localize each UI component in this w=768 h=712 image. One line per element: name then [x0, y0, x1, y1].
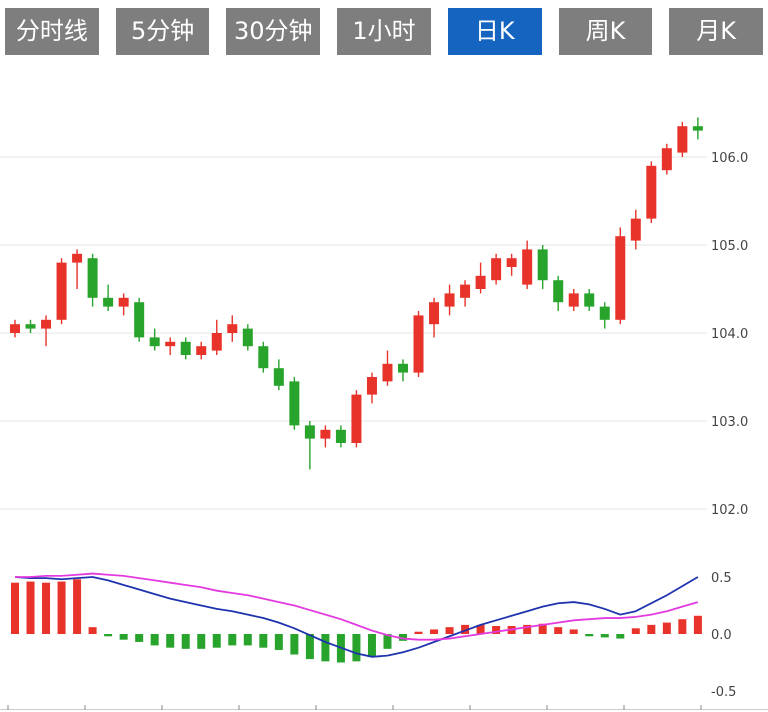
price-tick-label: 102.0	[711, 503, 748, 518]
x-axis	[0, 705, 768, 710]
macd-axis-labels: 0.5 0.0 -0.5	[711, 571, 736, 700]
dif-line	[14, 576, 699, 658]
dea-line	[15, 572, 699, 641]
candles	[10, 117, 703, 470]
macd-tick-label: 0.5	[711, 571, 732, 586]
price-tick-label: 103.0	[711, 415, 748, 430]
tab-daily-k[interactable]: 日K	[447, 8, 542, 55]
tab-bar: 分时线 5分钟 30分钟 1小时 日K 周K 月K	[5, 8, 764, 55]
tab-monthly-k[interactable]: 月K	[669, 8, 764, 55]
macd-tick-label: 0.0	[711, 628, 732, 643]
price-tick-label: 105.0	[711, 239, 748, 254]
macd-tick-label: -0.5	[711, 685, 736, 700]
price-axis-labels: 106.0 105.0 104.0 103.0 102.0	[711, 151, 748, 518]
macd-histogram	[11, 579, 702, 663]
tab-30min[interactable]: 30分钟	[226, 8, 321, 55]
tab-time-line[interactable]: 分时线	[5, 8, 99, 55]
price-gridlines	[0, 156, 707, 510]
price-tick-label: 106.0	[711, 151, 748, 166]
price-tick-label: 104.0	[711, 327, 748, 342]
tab-1hour[interactable]: 1小时	[337, 8, 431, 55]
tab-5min[interactable]: 5分钟	[115, 8, 210, 55]
tab-weekly-k[interactable]: 周K	[558, 8, 653, 55]
